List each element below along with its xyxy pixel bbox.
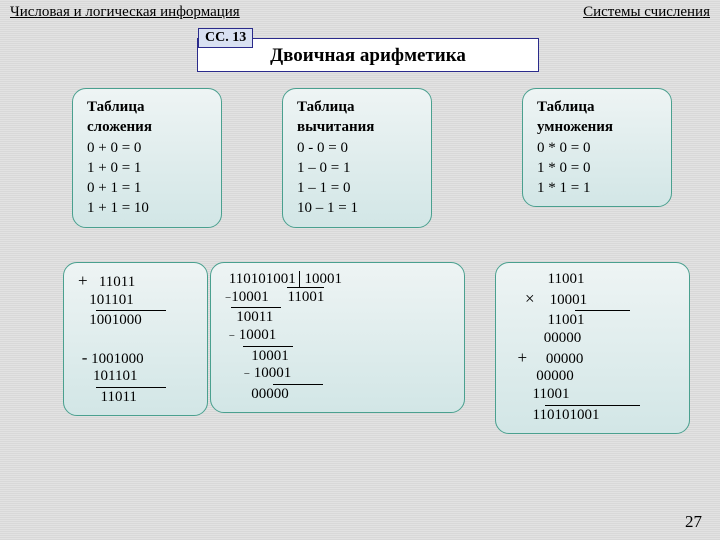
t1-title2: сложения bbox=[87, 119, 152, 135]
t3-r3: 1 * 1 = 1 bbox=[537, 180, 590, 196]
table-multiplication: Таблица умножения 0 * 0 = 0 1 * 0 = 0 1 … bbox=[522, 88, 672, 207]
calc-division: 110101001 10001 −10001 11001 10011 − 100… bbox=[210, 262, 465, 413]
c3result: 110101001 bbox=[533, 407, 600, 423]
t2-r1: 0 - 0 = 0 bbox=[297, 140, 348, 156]
divisor: 10001 bbox=[299, 271, 342, 287]
table-addition: Таблица сложения 0 + 0 = 0 1 + 0 = 1 0 +… bbox=[72, 88, 222, 228]
t1-r1: 0 + 0 = 0 bbox=[87, 140, 141, 156]
p3: 00000 bbox=[546, 351, 584, 367]
t2-title2: вычитания bbox=[297, 119, 374, 135]
s6: 00000 bbox=[251, 386, 289, 402]
t3-r1: 0 * 0 = 0 bbox=[537, 140, 590, 156]
t2-r2: 1 – 0 = 1 bbox=[297, 160, 350, 176]
c1d: 101101 bbox=[93, 368, 137, 384]
p1: 11001 bbox=[548, 312, 585, 328]
t2-r3: 1 – 1 = 0 bbox=[297, 180, 350, 196]
t1-r3: 0 + 1 = 1 bbox=[87, 180, 141, 196]
s2: 10011 bbox=[236, 309, 273, 325]
s5: 10001 bbox=[254, 365, 292, 381]
c1diff: 11011 bbox=[101, 389, 137, 405]
dividend: 110101001 bbox=[229, 271, 296, 287]
table-subtraction: Таблица вычитания 0 - 0 = 0 1 – 0 = 1 1 … bbox=[282, 88, 432, 228]
t2-title1: Таблица bbox=[297, 99, 354, 115]
quotient: 11001 bbox=[287, 287, 324, 305]
t3-title2: умножения bbox=[537, 119, 613, 135]
calc2-block: 110101001 10001 −10001 11001 10011 − 100… bbox=[225, 271, 450, 404]
t1-title1: Таблица bbox=[87, 99, 144, 115]
plus-sym2: + bbox=[518, 348, 528, 367]
s4: 10001 bbox=[251, 348, 289, 364]
cc-tag: СС. 13 bbox=[198, 28, 253, 48]
header-left: Числовая и логическая информация bbox=[10, 4, 240, 21]
c3b: 10001 bbox=[550, 292, 588, 308]
header-right: Системы счисления bbox=[583, 4, 710, 21]
c1c: 1001000 bbox=[91, 351, 144, 367]
t1-r4: 1 + 1 = 10 bbox=[87, 200, 149, 216]
t3-r2: 1 * 0 = 0 bbox=[537, 160, 590, 176]
minus-sym: - bbox=[82, 348, 88, 367]
t1-r2: 1 + 0 = 1 bbox=[87, 160, 141, 176]
s1: 10001 bbox=[231, 289, 269, 305]
t2-r4: 10 – 1 = 1 bbox=[297, 200, 358, 216]
page-number: 27 bbox=[685, 512, 702, 532]
calc-multiplication: 11001 × 10001 11001 00000 + 00000 00000 … bbox=[495, 262, 690, 434]
s3: 10001 bbox=[239, 327, 277, 343]
c1a: 11011 bbox=[99, 274, 135, 290]
times-sym: × bbox=[525, 289, 535, 308]
plus-sym: + bbox=[78, 271, 88, 290]
calc1-block: + 11011 101101 1001000 - 1001000 101101 … bbox=[78, 271, 193, 407]
t3-title1: Таблица bbox=[537, 99, 594, 115]
p5: 11001 bbox=[533, 386, 570, 402]
calc3-block: 11001 × 10001 11001 00000 + 00000 00000 … bbox=[510, 271, 675, 425]
calc-add-sub: + 11011 101101 1001000 - 1001000 101101 … bbox=[63, 262, 208, 416]
p4: 00000 bbox=[536, 368, 574, 384]
c1sum: 1001000 bbox=[89, 312, 142, 328]
p2: 00000 bbox=[544, 330, 582, 346]
c1b: 101101 bbox=[89, 292, 133, 308]
c3a: 11001 bbox=[548, 271, 585, 287]
